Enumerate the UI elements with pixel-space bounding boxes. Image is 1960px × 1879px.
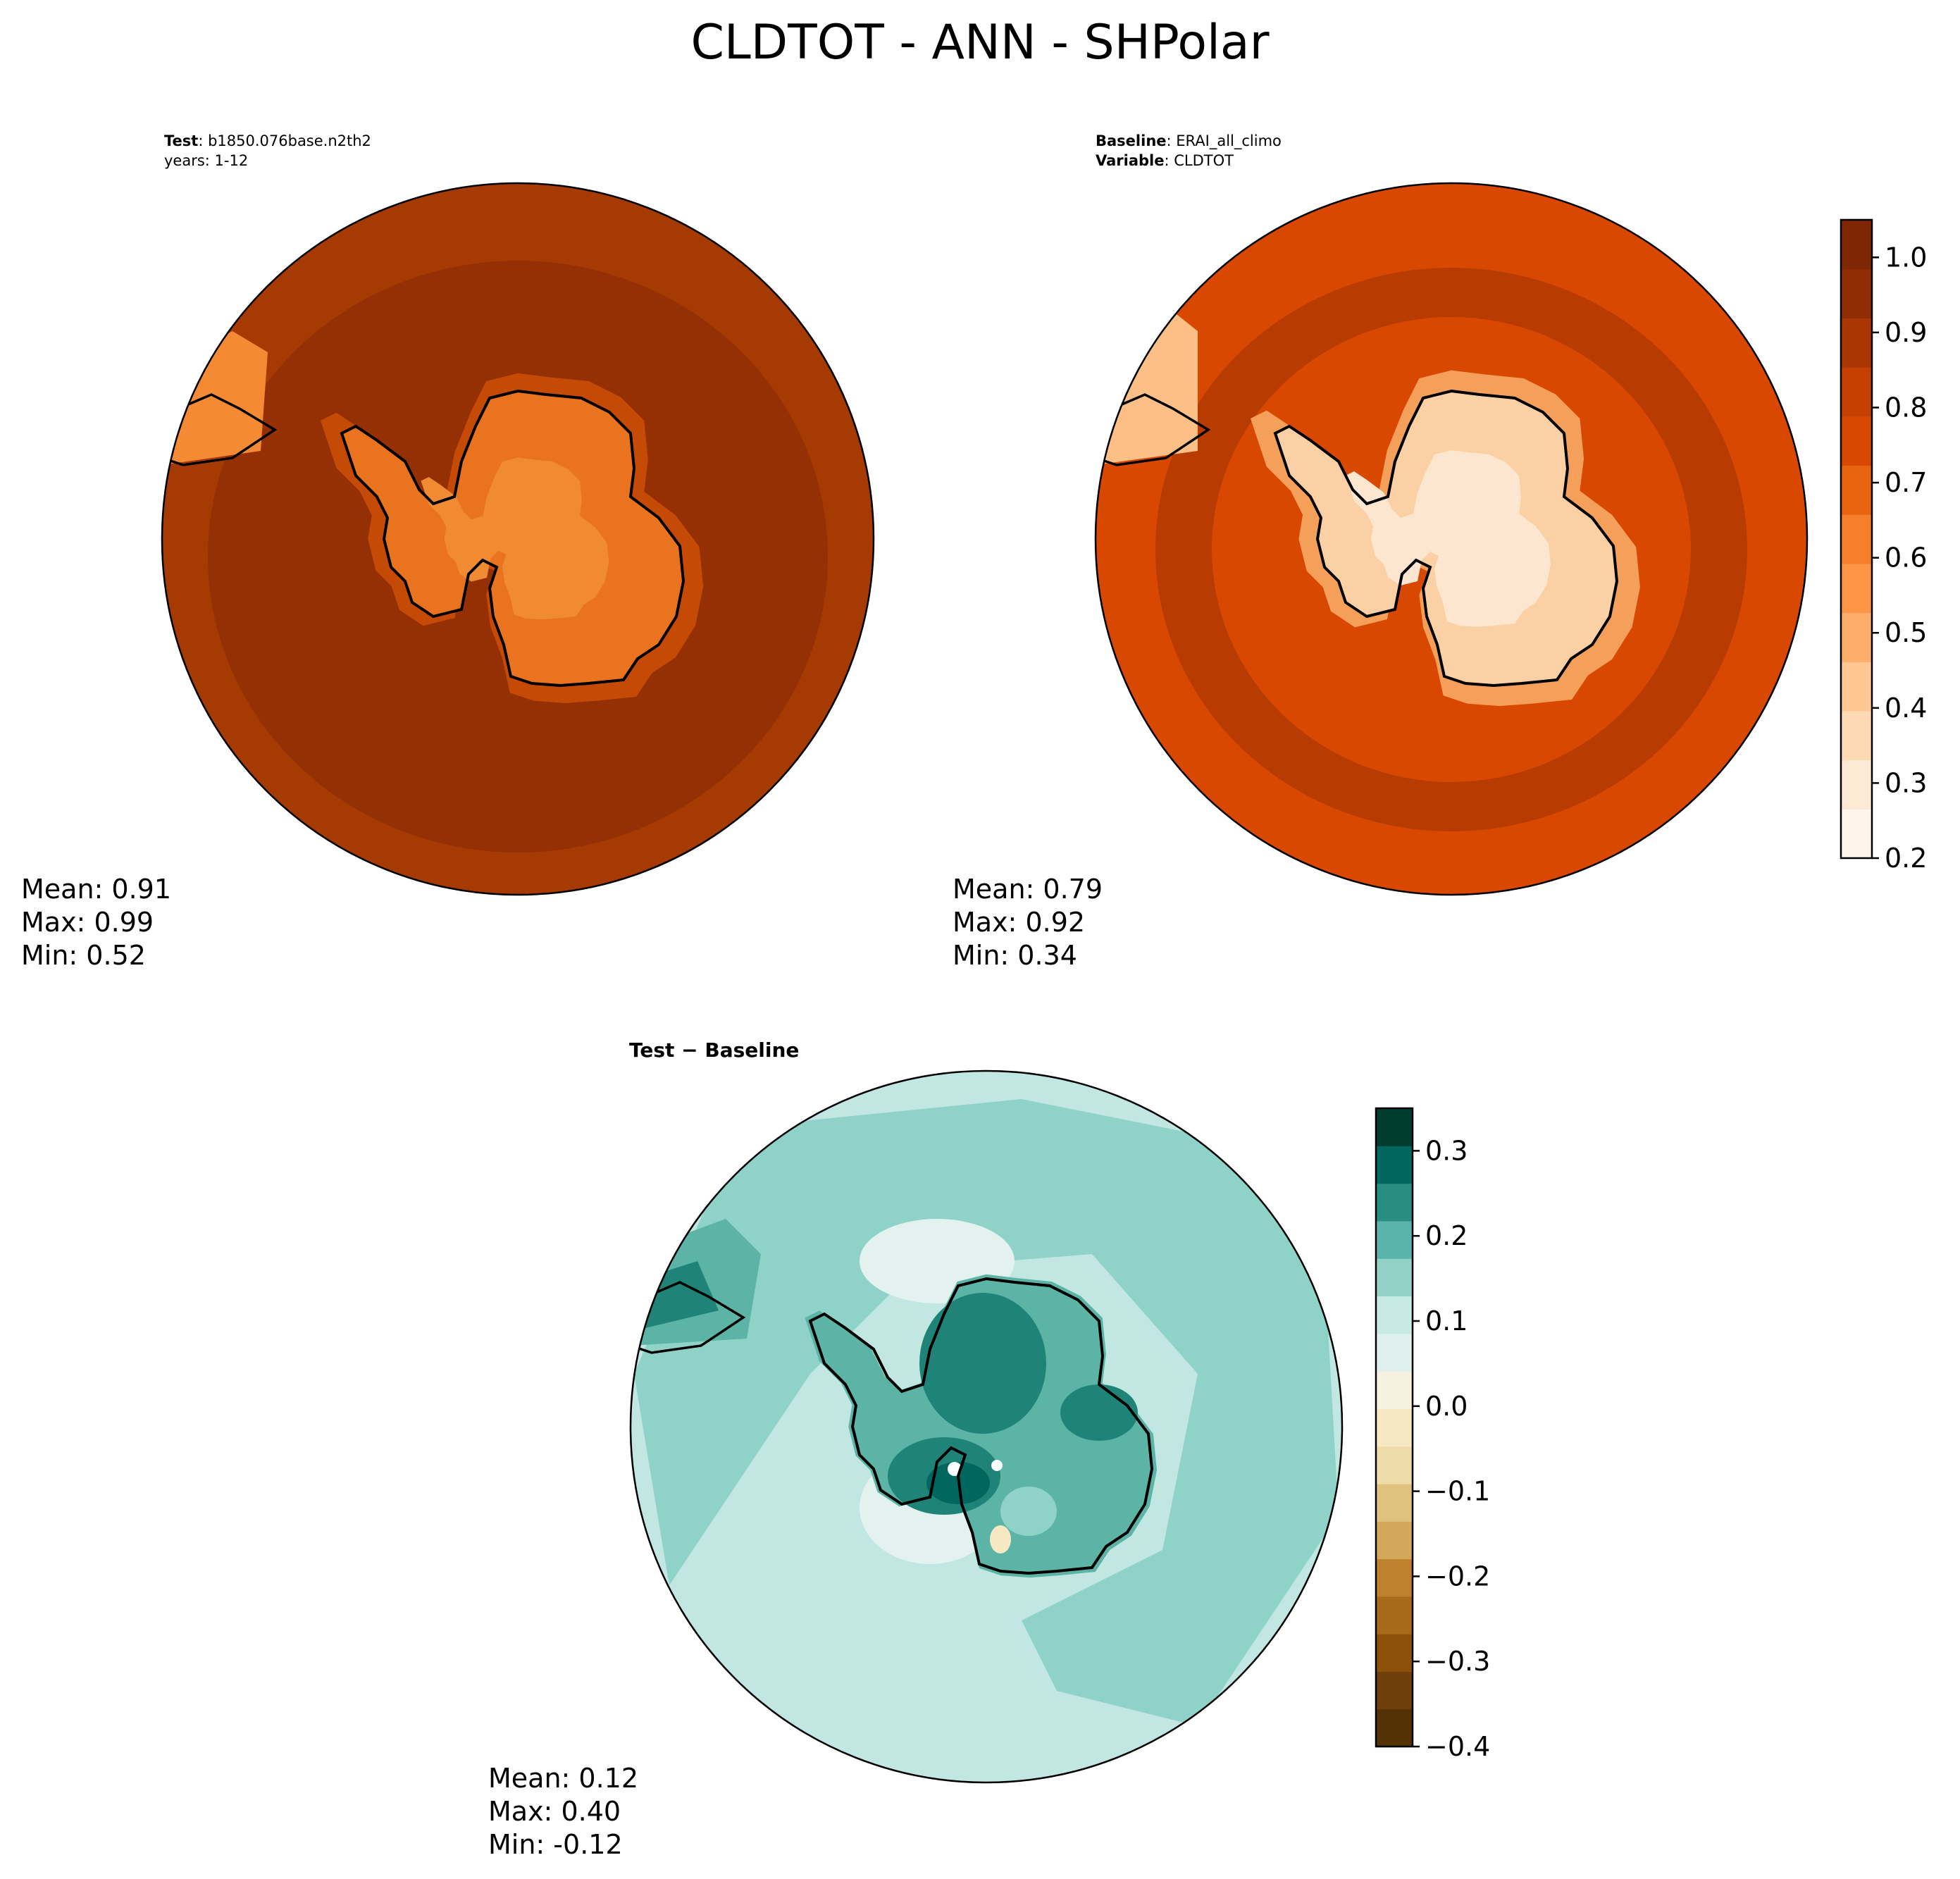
test-header-label: Test xyxy=(164,132,198,149)
diff-panel: Test − Baseline Mean: 0.12 xyxy=(488,1038,1490,1860)
baseline-colorbar-tick-label: 0.6 xyxy=(1885,542,1927,573)
baseline-header-line-1: Baseline: ERAI_all_climo xyxy=(1096,132,1282,150)
diff-colorbar-segment xyxy=(1376,1146,1413,1184)
baseline-stat-mean: Mean: 0.79 xyxy=(953,874,1103,905)
diff-colorbar-segment xyxy=(1376,1634,1413,1673)
test-stat-mean: Mean: 0.91 xyxy=(21,874,171,905)
baseline-colorbar-tick-label: 0.5 xyxy=(1885,617,1927,648)
diff-title: Test − Baseline xyxy=(629,1038,799,1062)
baseline-stat-min: Min: 0.34 xyxy=(953,940,1077,971)
baseline-colorbar-segment xyxy=(1841,318,1872,368)
test-map-boundary xyxy=(161,182,875,896)
baseline-header-value: ERAI_all_climo xyxy=(1172,132,1282,150)
test-stat-min: Min: 0.52 xyxy=(21,940,146,971)
baseline-header-sep: : xyxy=(1167,132,1172,149)
baseline-map xyxy=(1096,183,1807,895)
baseline-colorbar-tick-label: 0.7 xyxy=(1885,467,1927,498)
baseline-colorbar-segment xyxy=(1841,612,1872,662)
baseline-colorbar-segment xyxy=(1841,514,1872,564)
diff-colorbar-tick-label: −0.4 xyxy=(1425,1731,1490,1762)
baseline-colorbar-segment xyxy=(1841,809,1872,859)
diff-colorbar-segment xyxy=(1376,1408,1413,1447)
baseline-colorbar-tick-label: 0.9 xyxy=(1885,317,1927,348)
diff-colorbar-segment xyxy=(1376,1521,1413,1560)
diff-colorbar-segment xyxy=(1376,1671,1413,1710)
test-header-years: years: 1-12 xyxy=(164,152,248,169)
test-panel: Test: b1850.076base.n2th2 years: 1-12 Me… xyxy=(21,132,875,971)
diff-colorbar-segment xyxy=(1376,1220,1413,1259)
diff-colorbar-segment xyxy=(1376,1483,1413,1522)
diff-colorbar-segment xyxy=(1376,1596,1413,1635)
baseline-panel: Baseline: ERAI_all_climo Variable: CLDTO… xyxy=(953,132,1927,971)
baseline-colorbar-segment xyxy=(1841,416,1872,466)
diff-colorbar: −0.4 −0.3 −0.2 −0.1 0.0 0.1 0.2 0.3 xyxy=(1375,1107,1490,1762)
baseline-stat-max: Max: 0.92 xyxy=(953,907,1085,938)
test-header-line-1: Test: b1850.076base.n2th2 xyxy=(164,132,371,149)
baseline-variable-value: CLDTOT xyxy=(1170,152,1234,169)
test-header-value: b1850.076base.n2th2 xyxy=(203,132,371,149)
diff-stat-max: Max: 0.40 xyxy=(488,1796,621,1827)
baseline-colorbar-tick-label: 0.8 xyxy=(1885,392,1927,423)
diff-colorbar-tick-label: −0.1 xyxy=(1425,1476,1490,1507)
diff-colorbar-tick-label: 0.0 xyxy=(1425,1391,1468,1422)
diff-colorbar-segment xyxy=(1376,1183,1413,1222)
baseline-colorbar-tick-label: 0.4 xyxy=(1885,693,1927,724)
baseline-colorbar-tick-label: 1.0 xyxy=(1885,242,1927,273)
diff-colorbar-tick-label: −0.2 xyxy=(1425,1561,1490,1592)
test-header-sep: : xyxy=(198,132,203,149)
diff-colorbar-segment xyxy=(1376,1371,1413,1409)
diff-colorbar-segment xyxy=(1376,1108,1413,1146)
baseline-colorbar-tick-label: 0.2 xyxy=(1885,843,1927,874)
diff-colorbar-segment xyxy=(1376,1446,1413,1484)
baseline-colorbar-segment xyxy=(1841,759,1872,810)
figure-title: CLDTOT - ANN - SHPolar xyxy=(690,15,1269,70)
baseline-colorbar-segment xyxy=(1841,268,1872,318)
baseline-colorbar-segment xyxy=(1841,710,1872,761)
diff-colorbar-tick-label: 0.2 xyxy=(1425,1220,1468,1251)
baseline-colorbar: 0.2 0.3 0.4 0.5 0.6 0.7 0.8 0.9 1.0 xyxy=(1840,218,1927,874)
diff-colorbar-tick-label: 0.3 xyxy=(1425,1135,1468,1166)
baseline-colorbar-segment xyxy=(1841,662,1872,712)
diff-map xyxy=(631,1071,1342,1782)
diff-colorbar-tick-label: 0.1 xyxy=(1425,1306,1468,1337)
diff-stat-min: Min: -0.12 xyxy=(488,1829,623,1860)
test-stat-max: Max: 0.99 xyxy=(21,907,154,938)
diff-colorbar-segment xyxy=(1376,1709,1413,1747)
baseline-variable-label: Variable xyxy=(1096,152,1164,169)
baseline-map-boundary xyxy=(1094,182,1809,896)
diff-colorbar-tick-label: −0.3 xyxy=(1425,1646,1490,1677)
baseline-colorbar-segment xyxy=(1841,367,1872,417)
diff-colorbar-segment xyxy=(1376,1333,1413,1372)
baseline-header-line-2: Variable: CLDTOT xyxy=(1096,152,1234,169)
diff-colorbar-segment xyxy=(1376,1558,1413,1597)
test-map xyxy=(162,183,874,895)
baseline-colorbar-frame xyxy=(1840,218,1873,860)
diff-colorbar-frame xyxy=(1375,1107,1414,1748)
diff-colorbar-segment xyxy=(1376,1296,1413,1334)
diff-stat-mean: Mean: 0.12 xyxy=(488,1763,638,1794)
baseline-variable-sep: : xyxy=(1164,152,1169,169)
baseline-colorbar-segment xyxy=(1841,563,1872,614)
diff-map-boundary xyxy=(629,1069,1344,1784)
baseline-colorbar-segment xyxy=(1841,465,1872,515)
baseline-colorbar-segment xyxy=(1841,220,1872,270)
diff-colorbar-segment xyxy=(1376,1258,1413,1297)
baseline-header-label: Baseline xyxy=(1096,132,1167,149)
baseline-colorbar-tick-label: 0.3 xyxy=(1885,767,1927,798)
